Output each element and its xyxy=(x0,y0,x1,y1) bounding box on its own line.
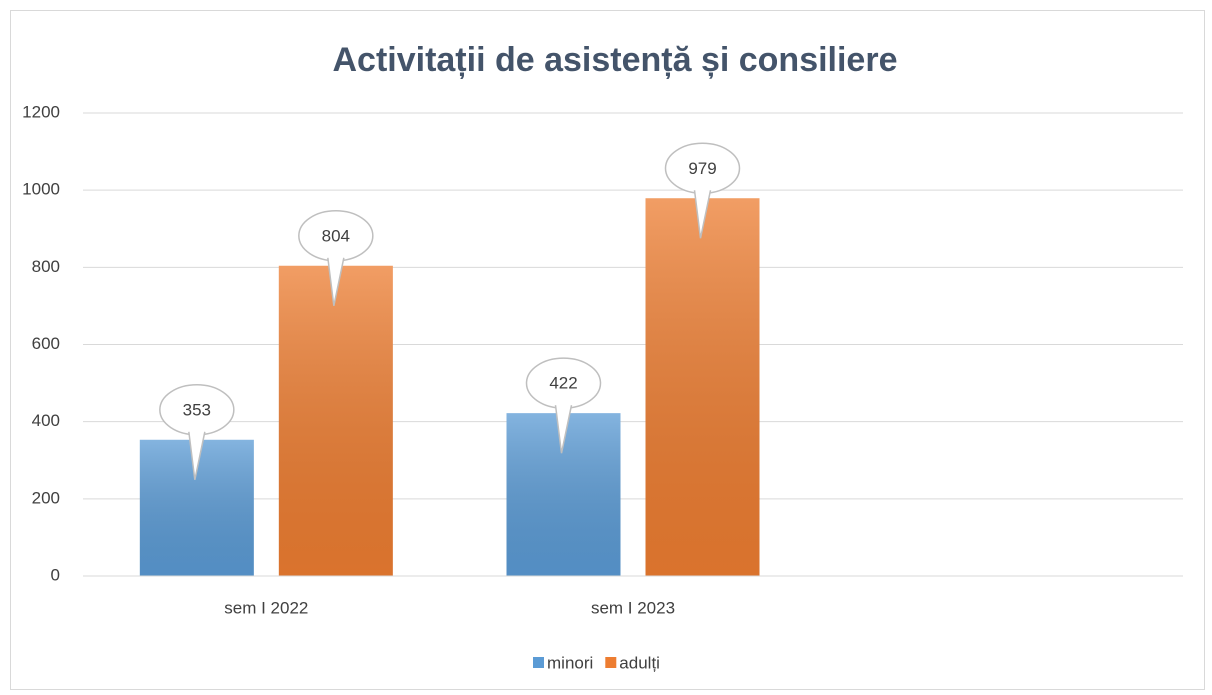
legend-swatch xyxy=(605,657,617,668)
y-tick-label: 600 xyxy=(32,334,60,353)
callout-pointer xyxy=(188,431,206,480)
callout-pointer xyxy=(327,257,345,306)
chart-title: Activitații de asistență și consiliere xyxy=(332,41,897,79)
y-tick-label: 200 xyxy=(32,488,60,507)
x-tick-label: sem I 2023 xyxy=(591,598,675,617)
data-label: 422 xyxy=(549,374,577,393)
legend-label: adulți xyxy=(619,653,660,672)
callout-pointer xyxy=(693,190,712,239)
y-tick-label: 400 xyxy=(32,411,60,430)
chart-border xyxy=(10,10,1205,690)
bar-sheen xyxy=(278,265,393,576)
legend-swatch xyxy=(533,657,544,668)
data-label: 979 xyxy=(688,159,716,178)
x-tick-label: sem I 2022 xyxy=(224,598,308,617)
y-tick-label: 1200 xyxy=(22,102,60,121)
bar-sheen xyxy=(645,198,760,576)
callout-pointer xyxy=(554,405,573,454)
y-tick-label: 1000 xyxy=(22,180,60,199)
data-label: 353 xyxy=(183,400,211,419)
y-tick-label: 800 xyxy=(32,257,60,276)
data-label: 804 xyxy=(322,226,350,245)
legend-label: minori xyxy=(547,653,593,672)
y-tick-label: 0 xyxy=(51,565,60,584)
